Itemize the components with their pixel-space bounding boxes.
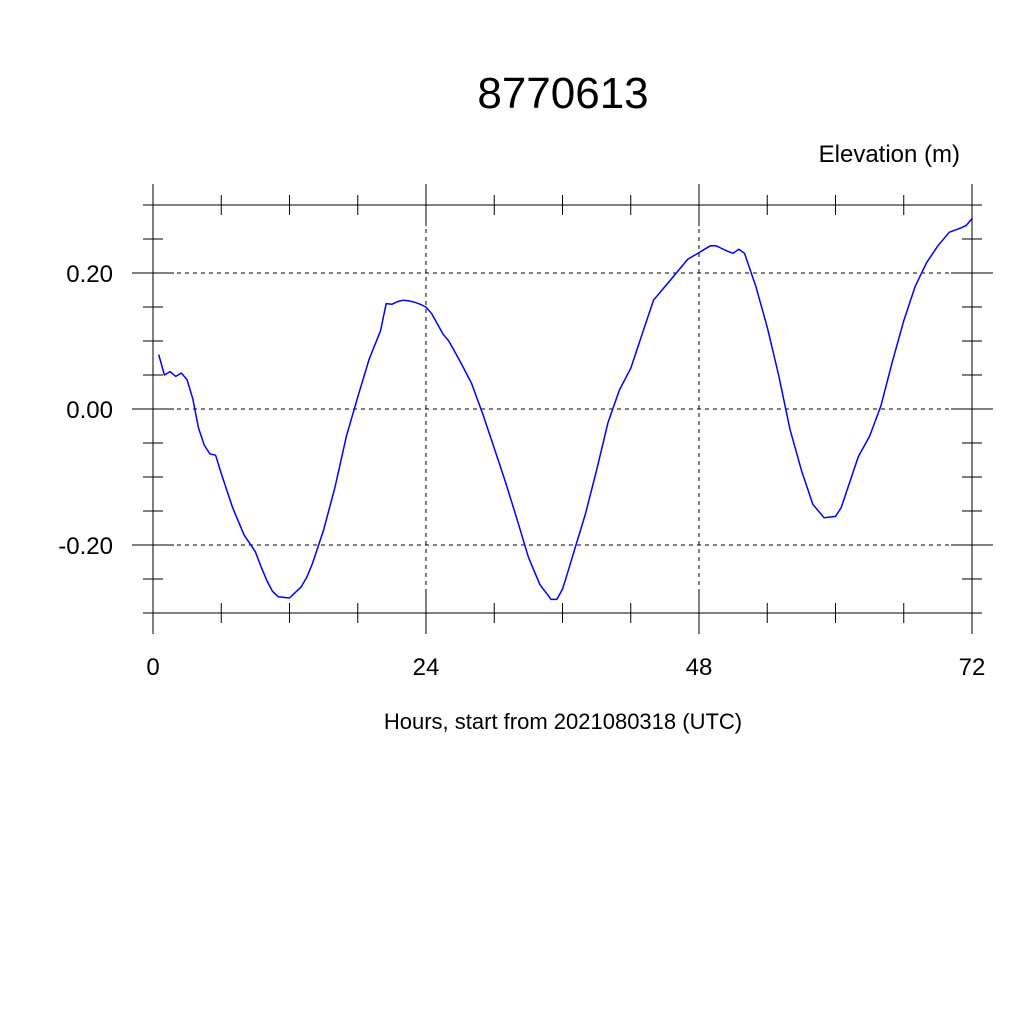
x-tick-label: 0 [146,654,159,681]
chart-title: 8770613 [477,69,648,118]
x-tick-label: 48 [686,654,713,681]
tick-labels: 0 24 48 72 -0.20 0.00 0.20 [58,261,985,681]
plot-frame [152,204,973,614]
x-tick-label: 72 [959,654,986,681]
y-unit-label: Elevation (m) [819,141,960,168]
elevation-series-line [157,218,973,601]
y-tick-label: 0.20 [66,261,113,288]
series-layer [157,218,973,601]
grid-lines [153,205,972,613]
y-tick-label: 0.00 [66,397,113,424]
x-axis-label: Hours, start from 2021080318 (UTC) [384,709,742,734]
y-tick-label: -0.20 [58,533,113,560]
x-tick-label: 24 [413,654,440,681]
plot-border [152,204,973,614]
